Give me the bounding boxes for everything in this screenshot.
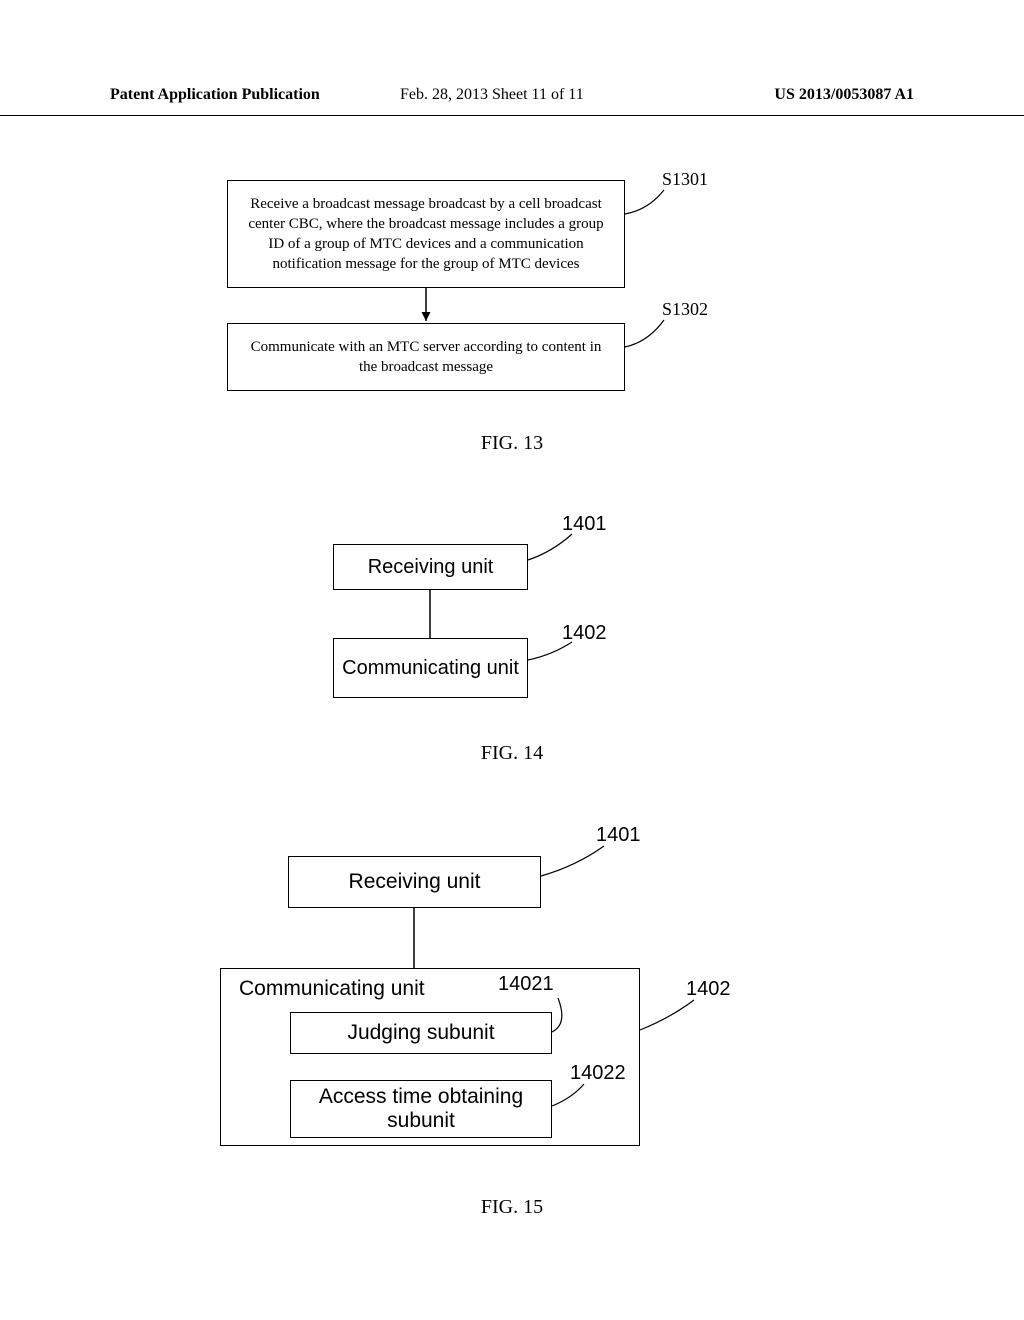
fig14-communicating-unit-text: Communicating unit (342, 657, 519, 680)
fig14-1401-label: 1401 (562, 513, 607, 536)
header-mid: Feb. 28, 2013 Sheet 11 of 11 (400, 86, 584, 104)
fig15-1402-label: 1402 (686, 978, 731, 1001)
fig14-1402-label: 1402 (562, 622, 607, 645)
fig15-receiving-unit-text: Receiving unit (349, 870, 481, 894)
fig13-step-s1302-box: Communicate with an MTC server according… (227, 323, 625, 391)
header-left: Patent Application Publication (110, 86, 320, 104)
fig15-14022-label: 14022 (570, 1062, 626, 1085)
fig14-receiving-unit-box: Receiving unit (333, 544, 528, 590)
fig15-receiving-unit-box: Receiving unit (288, 856, 541, 908)
page-header: Patent Application Publication Feb. 28, … (0, 86, 1024, 116)
fig15-communicating-unit-text: Communicating unit (239, 977, 425, 1001)
fig15-14021-label: 14021 (498, 973, 554, 996)
fig13-step-s1302-text: Communicate with an MTC server according… (242, 337, 610, 378)
fig13-step-s1301-text: Receive a broadcast message broadcast by… (242, 194, 610, 275)
header-right: US 2013/0053087 A1 (774, 86, 914, 104)
fig14-communicating-unit-box: Communicating unit (333, 638, 528, 698)
fig14-caption: FIG. 14 (0, 742, 1024, 765)
fig15-access-subunit-text: Access time obtaining subunit (291, 1085, 551, 1133)
fig13-step-s1301-box: Receive a broadcast message broadcast by… (227, 180, 625, 288)
fig15-1401-label: 1401 (596, 824, 641, 847)
fig13-s1301-label: S1301 (662, 169, 708, 190)
fig15-judging-subunit-text: Judging subunit (347, 1021, 494, 1045)
fig15-caption: FIG. 15 (0, 1196, 1024, 1219)
fig13-s1302-label: S1302 (662, 299, 708, 320)
fig15-judging-subunit-box: Judging subunit (290, 1012, 552, 1054)
fig13-caption: FIG. 13 (0, 432, 1024, 455)
fig15-access-subunit-box: Access time obtaining subunit (290, 1080, 552, 1138)
fig14-receiving-unit-text: Receiving unit (368, 556, 494, 579)
